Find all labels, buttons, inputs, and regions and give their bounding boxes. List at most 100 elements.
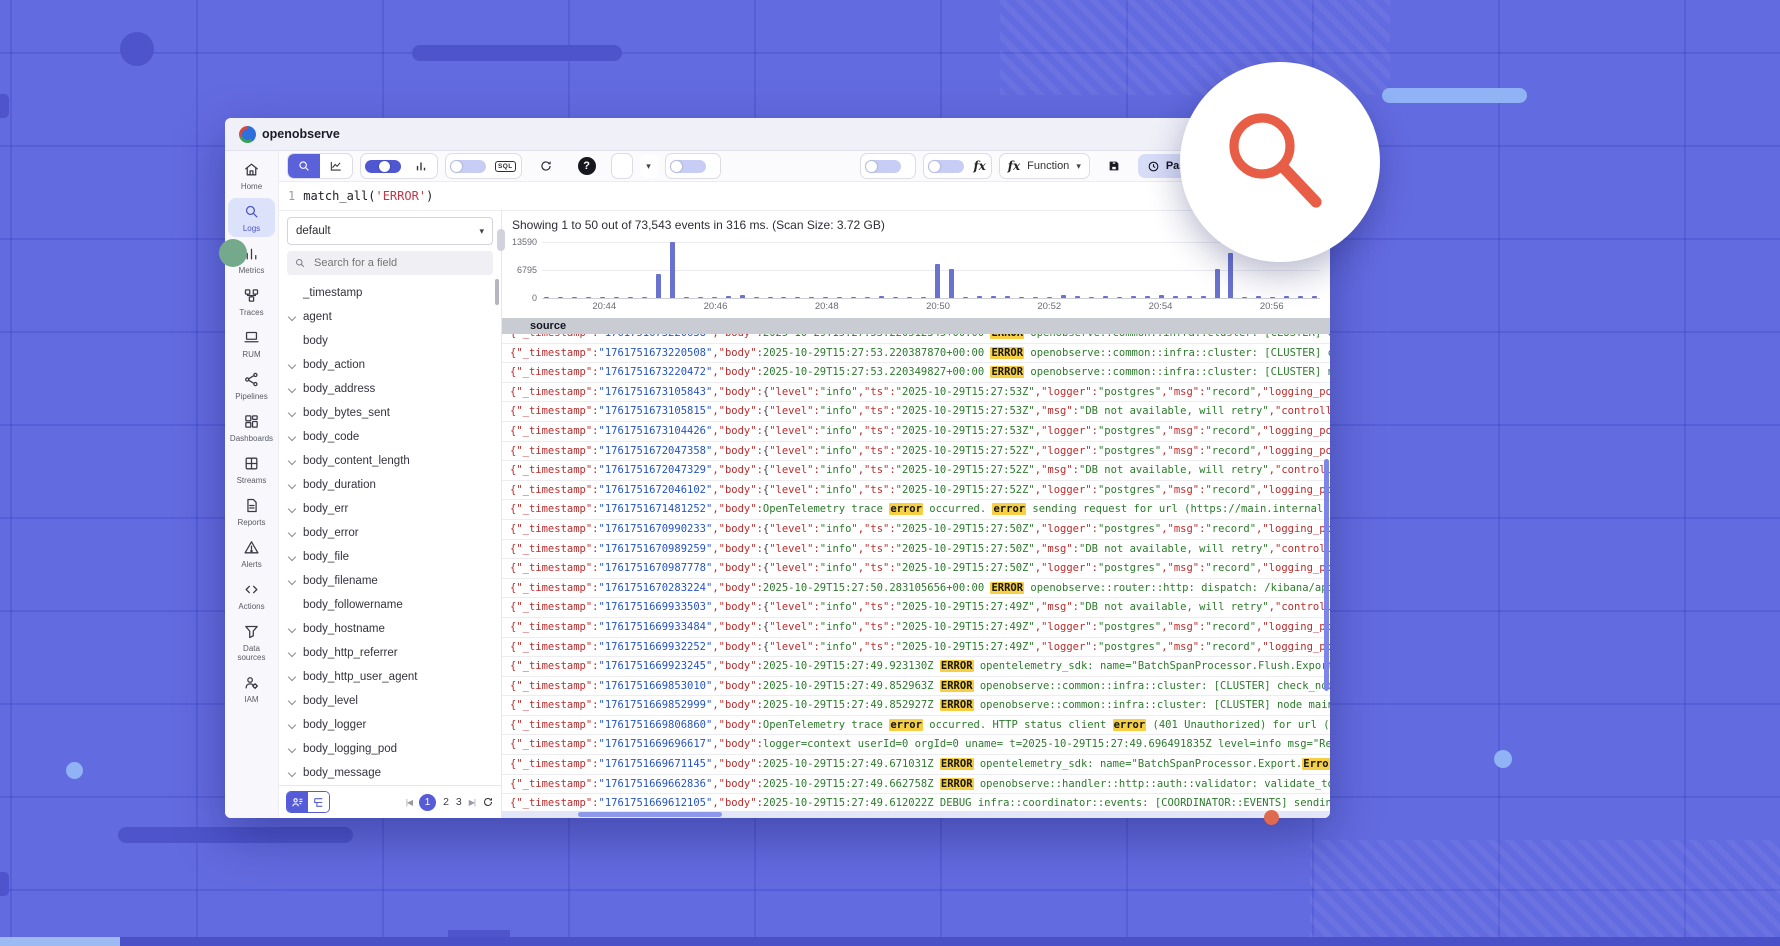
histogram-bar[interactable] — [949, 269, 954, 298]
streaming-toggle[interactable] — [865, 160, 901, 173]
field-item-body_file[interactable]: body_file — [289, 545, 501, 569]
histogram-bar[interactable] — [837, 297, 842, 299]
field-item-body_logger[interactable]: body_logger — [289, 713, 501, 737]
chevron-down-icon[interactable] — [288, 673, 296, 681]
histogram-bar[interactable] — [1215, 269, 1220, 298]
histogram-bar[interactable] — [1201, 296, 1206, 298]
chevron-down-icon[interactable] — [288, 553, 296, 561]
sidebar-item-iam[interactable]: IAM — [228, 669, 275, 708]
saved-views-button[interactable] — [622, 154, 632, 178]
log-row[interactable]: {"_timestamp":"1761751672046102","body":… — [502, 481, 1330, 501]
field-item-body_logging_pod[interactable]: body_logging_pod — [289, 737, 501, 761]
histogram-bar[interactable] — [1033, 297, 1038, 299]
histogram-bar[interactable] — [544, 297, 549, 299]
histogram-bar[interactable] — [600, 297, 605, 299]
page-button-1[interactable]: 1 — [419, 794, 436, 811]
histogram-bar[interactable] — [1242, 297, 1247, 299]
function-select[interactable]: fx Function ▾ — [999, 153, 1090, 179]
field-item-body_duration[interactable]: body_duration — [289, 473, 501, 497]
chevron-down-icon[interactable] — [288, 697, 296, 705]
histogram-bar[interactable] — [907, 297, 912, 299]
chevron-down-icon[interactable] — [288, 649, 296, 657]
chevron-down-icon[interactable] — [288, 505, 296, 513]
field-item-body_http_user_agent[interactable]: body_http_user_agent — [289, 665, 501, 689]
histogram-bar[interactable] — [712, 297, 717, 299]
histogram-bar[interactable] — [642, 297, 647, 299]
histogram-bar[interactable] — [670, 242, 675, 298]
histogram-bar[interactable] — [1159, 295, 1164, 298]
histogram-bar[interactable] — [1047, 297, 1052, 299]
histogram-bar[interactable] — [963, 297, 968, 299]
histogram-bar[interactable] — [1298, 296, 1303, 299]
histogram-bar[interactable] — [1061, 295, 1066, 298]
log-row[interactable]: {"_timestamp":"1761751669923245","body":… — [502, 657, 1330, 677]
field-item-body[interactable]: body — [289, 329, 501, 353]
log-row[interactable]: {"_timestamp":"1761751672047358","body":… — [502, 442, 1330, 462]
field-tree-view-button[interactable] — [308, 792, 329, 812]
log-row[interactable]: {"_timestamp":"1761751669671145","body":… — [502, 755, 1330, 775]
field-user-view-button[interactable] — [287, 792, 308, 812]
chevron-down-icon[interactable] — [288, 457, 296, 465]
sidebar-item-data-sources[interactable]: Data sources — [228, 618, 275, 666]
histogram-bar[interactable] — [1270, 297, 1275, 299]
chevron-down-icon[interactable] — [288, 529, 296, 537]
histogram-bar[interactable] — [572, 297, 577, 299]
histogram-bar[interactable] — [1075, 296, 1080, 298]
query-editor[interactable]: 1 match_all('ERROR') — [279, 182, 1330, 211]
histogram-bar[interactable] — [754, 297, 759, 299]
histogram-bar[interactable] — [684, 297, 689, 299]
table-vertical-scrollbar[interactable] — [1324, 459, 1329, 691]
log-row[interactable]: {"_timestamp":"1761751670987778","body":… — [502, 559, 1330, 579]
log-row[interactable]: {"_timestamp":"1761751673220472","body":… — [502, 363, 1330, 383]
scrollbar-thumb[interactable] — [578, 812, 722, 817]
histogram-bar[interactable] — [991, 296, 996, 298]
chevron-down-icon[interactable] — [288, 313, 296, 321]
field-search-input[interactable] — [312, 256, 466, 270]
chevron-down-icon[interactable] — [288, 433, 296, 441]
field-item-body_followername[interactable]: body_followername — [289, 593, 501, 617]
sidebar-item-rum[interactable]: RUM — [228, 324, 275, 363]
histogram-bar[interactable] — [809, 297, 814, 299]
sidebar-item-actions[interactable]: Actions — [228, 576, 275, 615]
histogram-bar[interactable] — [1145, 296, 1150, 298]
histogram-bar[interactable] — [1173, 296, 1178, 298]
log-row[interactable]: {"_timestamp":"1761751670283224","body":… — [502, 579, 1330, 599]
histogram-bar[interactable] — [1103, 296, 1108, 298]
log-row[interactable]: {"_timestamp":"1761751673220638","body":… — [502, 334, 1330, 344]
field-item-body_bytes_sent[interactable]: body_bytes_sent — [289, 401, 501, 425]
refresh-fields-icon[interactable] — [482, 796, 494, 808]
save-search-button[interactable] — [612, 154, 622, 178]
field-list-scrollbar[interactable] — [495, 279, 499, 305]
chevron-down-icon[interactable] — [288, 721, 296, 729]
panel-splitter-handle[interactable] — [497, 229, 505, 251]
field-item-body_err[interactable]: body_err — [289, 497, 501, 521]
histogram-bar[interactable] — [558, 297, 563, 299]
chevron-down-icon[interactable] — [288, 769, 296, 777]
field-item-body_action[interactable]: body_action — [289, 353, 501, 377]
help-button[interactable]: ? — [570, 154, 604, 178]
histogram-bar[interactable] — [879, 296, 884, 298]
last-page-icon[interactable]: ▶| — [469, 798, 475, 807]
histogram-bar[interactable] — [1005, 296, 1010, 298]
field-item-body_address[interactable]: body_address — [289, 377, 501, 401]
histogram-toggle[interactable] — [365, 160, 401, 173]
log-row[interactable]: {"_timestamp":"1761751672047329","body":… — [502, 461, 1330, 481]
vrl-function-toggle[interactable] — [928, 160, 964, 173]
histogram-bar[interactable] — [698, 297, 703, 299]
chevron-down-icon[interactable] — [288, 385, 296, 393]
histogram-bar[interactable] — [656, 274, 661, 298]
histogram-bar[interactable] — [1117, 297, 1122, 299]
histogram-bar[interactable] — [1284, 296, 1289, 298]
stream-select[interactable]: default ▾ — [287, 217, 493, 245]
sidebar-item-pipelines[interactable]: Pipelines — [228, 366, 275, 405]
histogram-bar[interactable] — [893, 297, 898, 299]
field-item-body_hostname[interactable]: body_hostname — [289, 617, 501, 641]
field-item-body_code[interactable]: body_code — [289, 425, 501, 449]
chart-mode-button[interactable] — [320, 154, 352, 178]
log-row[interactable]: {"_timestamp":"1761751669852999","body":… — [502, 696, 1330, 716]
sidebar-item-logs[interactable]: Logs — [228, 198, 275, 237]
field-item-body_http_referrer[interactable]: body_http_referrer — [289, 641, 501, 665]
sidebar-item-alerts[interactable]: Alerts — [228, 534, 275, 573]
field-item-body_content_length[interactable]: body_content_length — [289, 449, 501, 473]
chevron-down-icon[interactable] — [288, 577, 296, 585]
